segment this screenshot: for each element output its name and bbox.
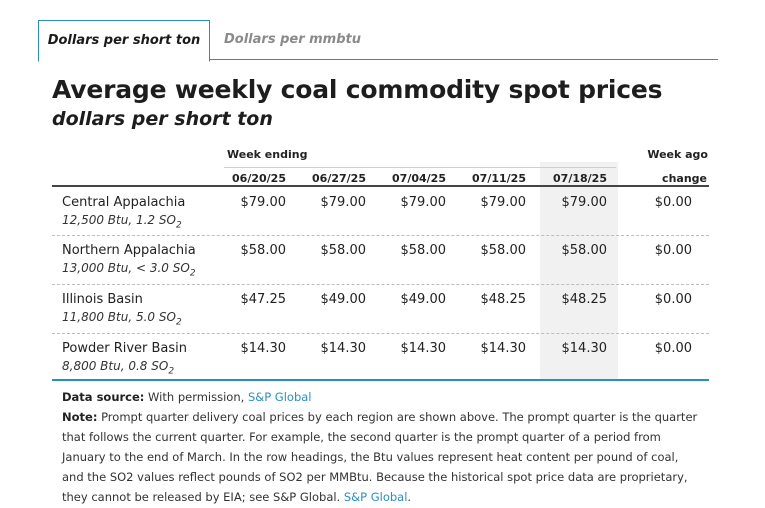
tab-underline [38, 59, 718, 60]
note-paragraph: Note: Prompt quarter delivery coal price… [62, 407, 702, 507]
price-cell: $49.00 [320, 292, 367, 307]
column-header: 07/04/25 [392, 172, 446, 185]
price-cell: $79.00 [320, 195, 367, 210]
region-name: Northern Appalachia [62, 243, 196, 258]
change-cell: $0.00 [654, 243, 692, 258]
table-row: Northern Appalachia 13,000 Btu, < 3.0 SO… [52, 235, 709, 283]
price-cell: $58.00 [320, 243, 367, 258]
page-subtitle: dollars per short ton [52, 108, 273, 130]
region-name: Central Appalachia [62, 195, 186, 210]
region-detail: 12,500 Btu, 1.2 SO2 [62, 213, 182, 231]
column-header: 07/11/25 [472, 172, 526, 185]
column-header: 07/18/25 [553, 172, 607, 185]
data-source-label: Data source: [62, 390, 145, 404]
note-link[interactable]: S&P Global [343, 490, 408, 504]
tab-dollars-per-short-ton[interactable]: Dollars per short ton [38, 20, 210, 62]
table-row: Central Appalachia 12,500 Btu, 1.2 SO2 $… [52, 187, 709, 235]
price-cell: $14.30 [240, 341, 287, 356]
week-ending-label: Week ending [227, 148, 308, 161]
notes-section: Data source: With permission, S&P Global… [62, 387, 702, 507]
price-cell: $48.25 [480, 292, 527, 307]
table-bottom-rule [52, 379, 709, 381]
change-cell: $0.00 [654, 292, 692, 307]
region-name: Powder River Basin [62, 341, 188, 356]
region-name: Illinois Basin [62, 292, 143, 307]
week-ago-label: Week ago [647, 148, 708, 161]
price-cell: $58.00 [400, 243, 447, 258]
change-cell: $0.00 [654, 341, 692, 356]
column-header: 06/27/25 [312, 172, 366, 185]
data-source-link[interactable]: S&P Global [247, 390, 312, 404]
price-cell: $47.25 [240, 292, 287, 307]
row-divider [52, 284, 709, 285]
note-label: Note: [62, 410, 98, 424]
note-text: Prompt quarter delivery coal prices by e… [62, 410, 698, 504]
price-cell: $14.30 [561, 341, 608, 356]
data-source-text: With permission, [148, 390, 245, 404]
price-cell: $58.00 [561, 243, 608, 258]
region-detail: 8,800 Btu, 0.8 SO2 [62, 359, 175, 377]
change-cell: $0.00 [654, 195, 692, 210]
table-row: Illinois Basin 11,800 Btu, 5.0 SO2 $47.2… [52, 284, 709, 332]
price-cell: $58.00 [240, 243, 287, 258]
price-cell: $14.30 [480, 341, 527, 356]
price-cell: $58.00 [480, 243, 527, 258]
column-header: 06/20/25 [232, 172, 286, 185]
header-rule [52, 185, 709, 187]
change-header: change [662, 172, 707, 185]
region-detail: 11,800 Btu, 5.0 SO2 [62, 310, 182, 328]
price-cell: $48.25 [561, 292, 608, 307]
tab-dollars-per-mmbtu[interactable]: Dollars per mmbtu [224, 32, 362, 47]
latest-week-highlight [540, 162, 618, 380]
price-cell: $79.00 [400, 195, 447, 210]
row-divider [52, 333, 709, 334]
price-cell: $79.00 [240, 195, 287, 210]
price-cell: $79.00 [561, 195, 608, 210]
table-row: Powder River Basin 8,800 Btu, 0.8 SO2 $1… [52, 333, 709, 381]
price-cell: $14.30 [320, 341, 367, 356]
note-end: . [407, 490, 412, 504]
week-ending-rule [224, 167, 616, 168]
price-cell: $49.00 [400, 292, 447, 307]
data-source-line: Data source: With permission, S&P Global [62, 387, 702, 407]
price-cell: $14.30 [400, 341, 447, 356]
page-title: Average weekly coal commodity spot price… [52, 75, 663, 104]
region-detail: 13,000 Btu, < 3.0 SO2 [62, 261, 196, 279]
row-divider [52, 235, 709, 236]
tab-bar: Dollars per short ton Dollars per mmbtu [38, 20, 718, 62]
price-cell: $79.00 [480, 195, 527, 210]
